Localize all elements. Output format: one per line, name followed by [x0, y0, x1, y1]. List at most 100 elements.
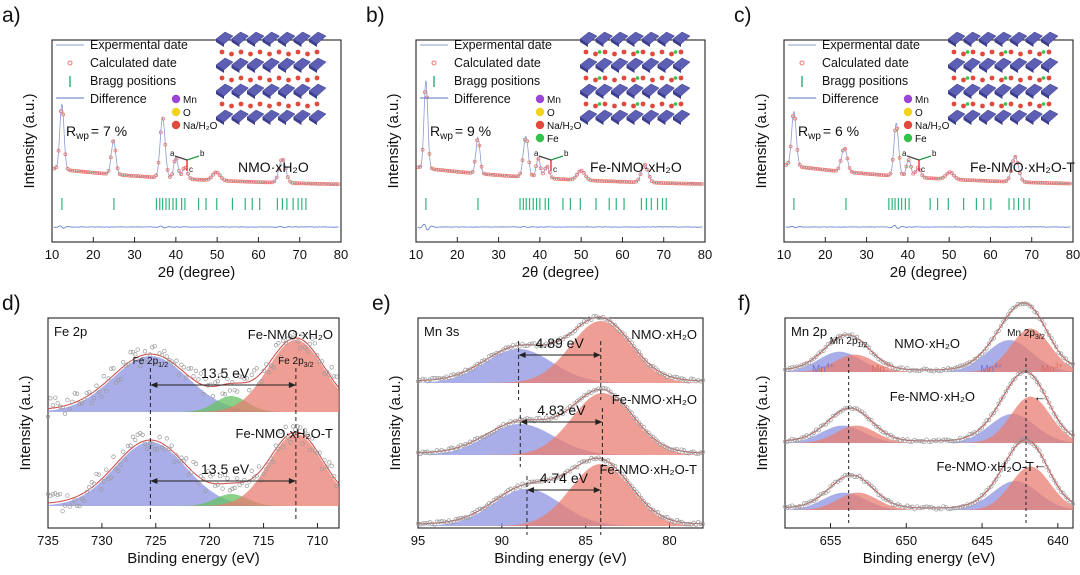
data-point: [548, 476, 554, 481]
data-point: [881, 430, 886, 435]
data-point: [845, 333, 850, 338]
data-point: [465, 515, 471, 520]
calculated-point: [513, 174, 518, 179]
calculated-point: [229, 179, 234, 184]
data-point: [201, 391, 206, 397]
data-point: [293, 330, 298, 336]
calculated-point: [56, 148, 61, 153]
peak-label: Fe 2p3/2: [278, 356, 314, 369]
data-point: [191, 374, 196, 379]
data-point: [996, 328, 1001, 333]
data-point: [494, 351, 499, 356]
data-point: [596, 386, 601, 391]
interlayer-atom: [989, 49, 995, 55]
data-point: [854, 334, 860, 340]
data-point: [99, 487, 104, 492]
data-point: [420, 449, 425, 454]
data-point: [108, 366, 114, 371]
rwp-value: = 7 %: [91, 123, 127, 139]
interlayer-atom: [305, 77, 310, 83]
calculated-point: [142, 174, 147, 179]
data-point: [898, 365, 903, 370]
data-point: [310, 436, 315, 441]
sample-label: Fe-NMO·xH₂O: [590, 159, 682, 175]
data-point: [150, 441, 155, 446]
data-point: [698, 450, 703, 455]
calculated-point: [261, 180, 265, 185]
calculated-point: [527, 160, 532, 165]
legend-label-diff: Difference: [90, 92, 147, 106]
data-point: [962, 362, 968, 367]
data-point: [617, 469, 623, 475]
mno6-octahedron: [308, 57, 327, 71]
rwp-r: R: [430, 123, 440, 139]
data-point: [842, 406, 848, 411]
data-point: [862, 343, 867, 348]
data-point: [905, 366, 910, 371]
data-point: [463, 367, 468, 372]
calculated-point: [156, 160, 161, 165]
calculated-point: [95, 171, 100, 175]
data-point: [847, 473, 852, 478]
octahedron-side: [948, 117, 956, 125]
interlayer-atom: [295, 49, 301, 55]
crystal-axes: a bc: [534, 149, 569, 174]
data-point: [434, 448, 440, 453]
data-point: [101, 479, 106, 484]
data-point: [955, 438, 960, 443]
data-point: [487, 501, 492, 506]
data-point: [317, 359, 322, 365]
data-point: [427, 451, 433, 456]
calculated-point: [161, 116, 166, 121]
arrow-head-left: [150, 382, 158, 388]
data-point: [1046, 400, 1052, 405]
calculated-point: [968, 178, 972, 183]
calculated-point: [1020, 177, 1025, 182]
calculated-point: [836, 166, 841, 171]
data-point: [513, 345, 518, 350]
calculated-point: [475, 138, 480, 143]
calculated-point: [484, 172, 489, 177]
mno6-octahedron: [293, 31, 311, 45]
calculated-point: [152, 175, 156, 180]
data-point: [898, 438, 903, 443]
sample-label: NMO·xH₂O: [238, 159, 309, 175]
data-point: [622, 403, 627, 408]
axis-b: [550, 155, 564, 161]
fit-envelope: [784, 302, 1074, 371]
atom-swatch-mn: [903, 94, 913, 104]
data-point: [1058, 351, 1064, 356]
calculated-point: [486, 172, 491, 177]
interlayer-atom: [286, 77, 291, 83]
calculated-point: [179, 172, 184, 177]
atom-label: Mn: [183, 95, 197, 106]
data-point: [929, 505, 934, 510]
data-point: [441, 519, 447, 524]
data-point: [934, 507, 939, 512]
data-point: [627, 337, 632, 343]
calculated-point: [541, 171, 545, 176]
data-point: [792, 504, 797, 510]
data-point: [79, 401, 85, 406]
data-point: [281, 338, 286, 344]
data-point: [334, 483, 339, 488]
data-point: [271, 365, 276, 370]
mno6-octahedron: [1040, 83, 1059, 97]
calculated-point: [61, 112, 65, 117]
data-point: [610, 393, 615, 398]
data-point: [475, 362, 480, 367]
octahedron-side: [642, 91, 650, 99]
calculated-point: [208, 175, 213, 180]
calculated-point: [677, 181, 682, 186]
data-point: [484, 503, 490, 508]
data-point: [1042, 390, 1047, 395]
data-point: [53, 395, 58, 400]
atom-swatch-fe: [535, 133, 545, 143]
difference-line: [785, 224, 1071, 230]
x-tick-label: 10: [45, 247, 59, 262]
interlayer-atom: [1008, 49, 1014, 55]
calculated-point: [518, 171, 523, 176]
octahedron-side: [948, 91, 956, 99]
data-point: [188, 366, 194, 371]
data-point: [579, 395, 585, 401]
